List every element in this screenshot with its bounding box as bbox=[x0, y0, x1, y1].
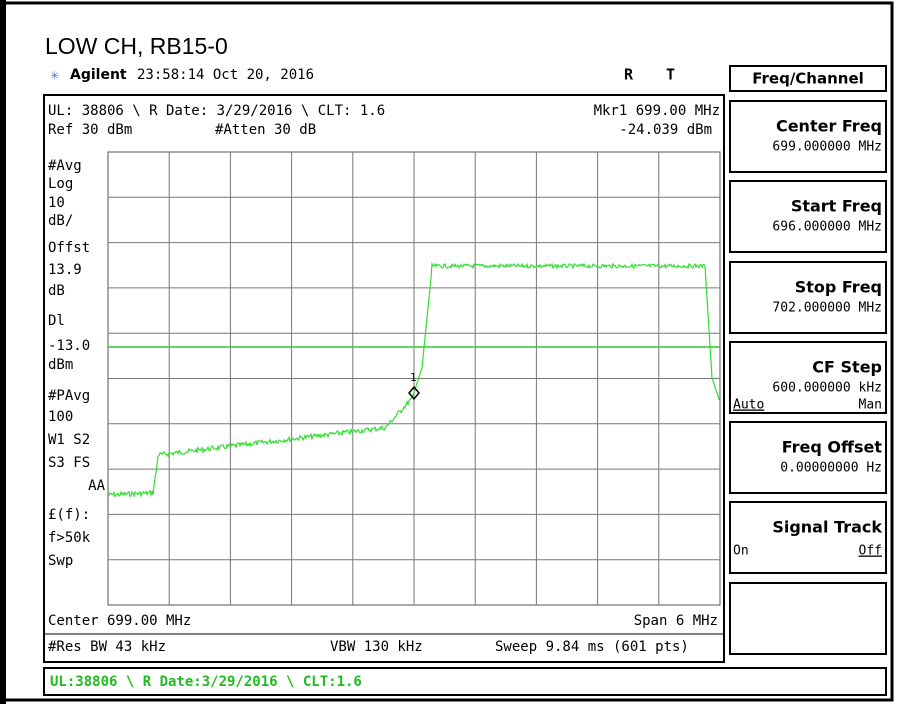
side-label: Dl bbox=[48, 313, 65, 329]
softkey-value: 699.000000 MHz bbox=[772, 140, 882, 155]
menu-title-box bbox=[729, 65, 887, 92]
timestamp: 23:58:14 Oct 20, 2016 bbox=[137, 67, 314, 83]
center-freq: Center 699.00 MHz bbox=[48, 613, 191, 629]
title: LOW CH, RB15-0 bbox=[45, 33, 228, 59]
softkey[interactable] bbox=[729, 180, 887, 253]
menu-title: Freq/Channel bbox=[752, 70, 864, 88]
side-label: Offst bbox=[48, 240, 90, 256]
attenuation: #Atten 30 dB bbox=[215, 122, 316, 138]
side-label: -13.0 bbox=[48, 338, 90, 354]
softkey[interactable] bbox=[729, 100, 887, 173]
brand: Agilent bbox=[70, 67, 127, 83]
status-box bbox=[43, 667, 887, 696]
softkey-value: 702.000000 MHz bbox=[772, 301, 882, 316]
softkey[interactable] bbox=[729, 501, 887, 574]
side-label: Log bbox=[48, 176, 73, 192]
softkey[interactable] bbox=[729, 582, 887, 655]
softkey-option: On bbox=[733, 544, 749, 559]
softkey-label: Start Freq bbox=[791, 197, 882, 216]
frame-left bbox=[0, 0, 6, 704]
marker-value: -24.039 dBm bbox=[619, 122, 712, 138]
side-label: #Avg bbox=[48, 158, 82, 174]
side-label: 10 bbox=[48, 195, 65, 211]
side-label: 100 bbox=[48, 409, 73, 425]
side-label: dB bbox=[48, 283, 65, 299]
softkey-value: 696.000000 MHz bbox=[772, 220, 882, 235]
marker-id: 1 bbox=[410, 371, 417, 384]
sweep: Sweep 9.84 ms (601 pts) bbox=[495, 639, 689, 655]
side-label: W1 S2 bbox=[48, 432, 90, 448]
ref-level: Ref 30 dBm bbox=[48, 122, 132, 138]
screen-border bbox=[43, 94, 725, 663]
softkeys: Center Freq 699.000000 MHz Start Freq 696.0… bbox=[729, 100, 887, 655]
logo-icon: ✳ bbox=[50, 66, 59, 84]
flag-t: T bbox=[666, 66, 675, 84]
softkey-label: CF Step bbox=[812, 358, 882, 377]
side-label: S3 FS bbox=[48, 455, 90, 471]
side-label: 13.9 bbox=[48, 262, 82, 278]
softkey-value: 0.00000000 Hz bbox=[780, 461, 882, 476]
softkey-label: Freq Offset bbox=[782, 438, 883, 457]
status-bar: UL:38806 \ R Date:3/29/2016 \ CLT:1.6 bbox=[50, 674, 362, 690]
res-bw: #Res BW 43 kHz bbox=[48, 639, 166, 655]
vbw: VBW 130 kHz bbox=[330, 639, 423, 655]
softkey[interactable] bbox=[729, 341, 887, 414]
side-label: £(f): bbox=[48, 507, 90, 523]
softkey[interactable] bbox=[729, 261, 887, 334]
side-label: dB/ bbox=[48, 213, 73, 229]
trace bbox=[107, 261, 721, 498]
softkey-option: Auto bbox=[733, 398, 764, 413]
side-label: f>50k bbox=[48, 530, 91, 546]
left-labels: #Avg Log 10 dB/Offst 13.9 dB Dl -13.0 dBm #PAvg 10… bbox=[48, 158, 106, 569]
softkey-value: 600.000000 kHz bbox=[772, 381, 882, 396]
softkey-label: Signal Track bbox=[772, 518, 882, 537]
side-label: AA bbox=[88, 478, 105, 494]
softkey-label: Stop Freq bbox=[795, 278, 882, 297]
side-label: #PAvg bbox=[48, 388, 90, 404]
softkey-label: Center Freq bbox=[776, 117, 882, 136]
flag-r: R bbox=[624, 66, 634, 84]
side-label: dBm bbox=[48, 357, 73, 373]
graticule bbox=[108, 152, 720, 605]
side-label: Swp bbox=[48, 553, 73, 569]
softkey[interactable] bbox=[729, 421, 887, 494]
softkey-option: Off bbox=[859, 544, 882, 559]
top-line: UL: 38806 \ R Date: 3/29/2016 \ CLT: 1.6 bbox=[48, 103, 385, 119]
softkey-option: Man bbox=[859, 398, 882, 413]
marker-diamond bbox=[408, 385, 420, 401]
span: Span 6 MHz bbox=[634, 613, 718, 629]
marker-freq: Mkr1 699.00 MHz bbox=[594, 103, 720, 119]
